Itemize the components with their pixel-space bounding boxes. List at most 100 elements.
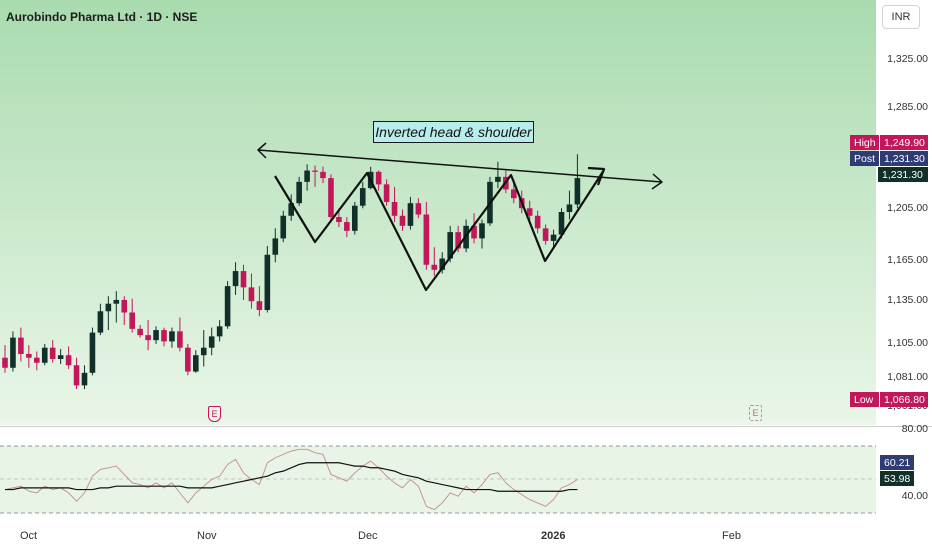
candle-down <box>145 335 151 341</box>
candle-down <box>185 347 191 372</box>
candle-down <box>18 337 24 354</box>
rsi-line <box>4 448 578 511</box>
low-label: Low <box>850 392 879 407</box>
candle-up <box>216 326 223 337</box>
candle-down <box>320 171 326 179</box>
candle-down <box>415 203 422 215</box>
candle-up <box>352 205 358 231</box>
candle-up <box>280 215 287 239</box>
candle-up <box>272 238 279 255</box>
price-label: 1,105.00 <box>887 337 928 349</box>
pattern-end-arrow <box>587 166 606 186</box>
time-label: Feb <box>722 530 741 542</box>
neckline-left-arrow <box>257 142 267 159</box>
candle-up <box>208 336 215 348</box>
time-label: Dec <box>358 530 378 542</box>
candle-up <box>288 203 294 216</box>
pattern-drawing <box>257 142 663 292</box>
candle-down <box>137 328 143 336</box>
price-label: 1,325.00 <box>887 53 928 65</box>
candle-up <box>439 258 446 270</box>
candle-up <box>550 234 557 241</box>
low-value: 1,066.80 <box>880 392 928 407</box>
candle-down <box>455 232 461 249</box>
candle-down <box>26 353 32 358</box>
candle-up <box>495 176 501 182</box>
price-label: 1,135.00 <box>887 294 928 306</box>
candle-down <box>534 215 541 229</box>
candle-up <box>193 355 199 372</box>
candle-up <box>113 299 120 304</box>
candle-down <box>383 184 390 202</box>
earnings-event-icon[interactable]: E <box>749 405 762 421</box>
candle-down <box>256 301 263 310</box>
chart-title: Aurobindo Pharma Ltd · 1D · NSE <box>6 10 198 24</box>
rsi-upper-label: 80.00 <box>901 423 928 435</box>
time-label: Oct <box>20 530 38 542</box>
currency-button[interactable]: INR <box>882 5 920 29</box>
high-label: High <box>850 135 879 150</box>
candle-down <box>34 357 40 363</box>
candle-down <box>344 222 350 231</box>
candle-up <box>89 332 96 373</box>
neckline-right-arrow <box>651 173 663 190</box>
rsi-lower-label: 40.00 <box>901 490 928 502</box>
candle-up <box>232 271 239 287</box>
candle-down <box>73 365 80 386</box>
candle-down <box>248 287 255 302</box>
rsi-ma-line <box>5 462 578 492</box>
candle-up <box>200 347 207 356</box>
candle-down <box>399 215 406 226</box>
time-label: Nov <box>197 530 217 542</box>
candle-down <box>49 347 56 359</box>
earnings-event-icon[interactable]: E <box>208 406 221 422</box>
candle-up <box>57 355 64 359</box>
candle-down <box>471 225 477 239</box>
last-price-tag: 1,231.30 <box>878 167 928 182</box>
candle-down <box>375 171 382 185</box>
candle-up <box>359 188 366 206</box>
candle-down <box>65 355 72 366</box>
price-label: 1,081.00 <box>887 371 928 383</box>
neckline <box>257 149 663 183</box>
candle-down <box>431 264 438 270</box>
candle-down <box>121 299 128 313</box>
candle-down <box>2 357 8 368</box>
candle-down <box>391 201 398 216</box>
post-label: Post <box>850 151 879 166</box>
price-label: 1,165.00 <box>887 254 928 266</box>
rsi-ma-tag: 53.98 <box>880 471 914 486</box>
chart-background <box>0 0 876 425</box>
candle-up <box>407 203 414 226</box>
candle-down <box>328 178 334 218</box>
candle-up <box>105 303 112 312</box>
candle-down <box>511 189 517 199</box>
candle-up <box>574 178 581 205</box>
pattern-annotation[interactable]: Inverted head & shoulder <box>373 121 534 143</box>
high-value: 1,249.90 <box>880 135 928 150</box>
rsi-band <box>0 446 876 513</box>
candle-down <box>526 208 533 216</box>
pattern-zigzag <box>274 169 605 292</box>
rsi-value-tag: 60.21 <box>880 455 914 470</box>
candle-up <box>81 372 88 386</box>
candle-down <box>423 214 430 265</box>
price-label: 1,285.00 <box>887 101 928 113</box>
candle-up <box>296 181 302 204</box>
candle-up <box>153 330 159 341</box>
candle-up <box>479 223 485 239</box>
candle-down <box>161 330 167 342</box>
candle-up <box>169 331 175 342</box>
candle-down <box>240 271 247 288</box>
candle-up <box>41 347 48 363</box>
time-label: 2026 <box>541 530 566 542</box>
candle-up <box>224 286 231 327</box>
candle-down <box>312 170 318 172</box>
candle-down <box>542 228 549 241</box>
rsi-lines-group <box>4 448 578 511</box>
candle-up <box>10 337 16 368</box>
candle-up <box>566 204 573 213</box>
candle-down <box>336 217 342 223</box>
candle-down <box>129 312 135 329</box>
